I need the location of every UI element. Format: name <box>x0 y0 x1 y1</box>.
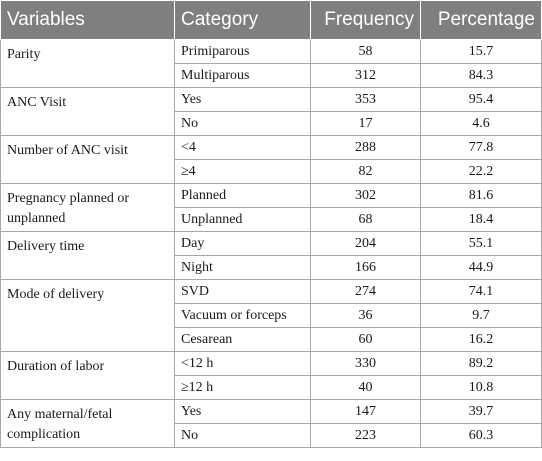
variable-cell: Number of ANC visit <box>0 135 175 184</box>
frequency-cell: 40 <box>310 375 421 400</box>
category-cell: Day <box>174 231 311 256</box>
frequency-cell: 60 <box>310 327 421 352</box>
frequency-cell: 68 <box>310 207 421 232</box>
table-row: ≥12 h 40 10.8 <box>1 375 542 400</box>
frequency-cell: 17 <box>310 111 421 136</box>
percentage-cell: 81.6 <box>420 183 542 208</box>
percentage-cell: 18.4 <box>420 207 542 232</box>
percentage-cell: 39.7 <box>420 399 542 424</box>
table-row: Duration of labor <12 h 330 89.2 <box>0 351 542 400</box>
category-cell: Multiparous <box>174 63 311 88</box>
frequency-cell: 36 <box>310 303 421 328</box>
variable-cell: Pregnancy planned or unplanned <box>0 183 175 232</box>
percentage-cell: 22.2 <box>420 159 542 184</box>
category-cell: Vacuum or forceps <box>174 303 311 328</box>
category-cell: Unplanned <box>174 207 311 232</box>
table-row: Vacuum or forceps 36 9.7 <box>1 303 542 328</box>
table-row: No 17 4.6 <box>1 111 542 136</box>
table-row: Number of ANC visit <4 288 77.8 <box>0 135 542 184</box>
percentage-cell: 16.2 <box>420 327 542 352</box>
table-row: Delivery time Day 204 55.1 <box>0 231 542 280</box>
percentage-cell: 44.9 <box>420 255 542 280</box>
table-row: Parity Primiparous 58 15.7 <box>0 39 542 88</box>
percentage-cell: 9.7 <box>420 303 542 328</box>
header-variables: Variables <box>0 0 175 40</box>
frequency-cell: 353 <box>310 87 421 112</box>
category-cell: No <box>174 111 311 136</box>
frequency-cell: 312 <box>310 63 421 88</box>
header-category: Category <box>174 0 311 40</box>
percentage-cell: 74.1 <box>420 279 542 304</box>
category-cell: Primiparous <box>174 39 311 64</box>
variable-cell: Parity <box>0 39 175 88</box>
table-row: Any maternal/fetal complication Yes 147 39.… <box>0 399 542 448</box>
table-row: Pregnancy planned or unplanned Planned 302… <box>0 183 542 232</box>
table-row: ≥4 82 22.2 <box>1 159 542 184</box>
frequency-cell: 58 <box>310 39 421 64</box>
table-row: Multiparous 312 84.3 <box>1 63 542 88</box>
category-cell: <12 h <box>174 351 311 376</box>
variable-cell: ANC Visit <box>0 87 175 136</box>
data-table: Variables Category Frequency Percentage … <box>0 0 542 448</box>
category-cell: ≥4 <box>174 159 311 184</box>
frequency-cell: 82 <box>310 159 421 184</box>
category-cell: Yes <box>174 399 311 424</box>
category-cell: Night <box>174 255 311 280</box>
percentage-cell: 89.2 <box>420 351 542 376</box>
table-row: Night 166 44.9 <box>1 255 542 280</box>
header-frequency: Frequency <box>310 0 421 40</box>
percentage-cell: 95.4 <box>420 87 542 112</box>
percentage-cell: 77.8 <box>420 135 542 160</box>
category-cell: Planned <box>174 183 311 208</box>
category-cell: No <box>174 423 311 448</box>
frequency-cell: 147 <box>310 399 421 424</box>
table-row: Mode of delivery SVD 274 74.1 <box>0 279 542 352</box>
frequency-cell: 166 <box>310 255 421 280</box>
variable-cell: Any maternal/fetal complication <box>0 399 175 448</box>
table-body: Parity Primiparous 58 15.7 Multiparous 312 84.… <box>0 39 542 448</box>
table-row: Unplanned 68 18.4 <box>1 207 542 232</box>
category-cell: Cesarean <box>174 327 311 352</box>
percentage-cell: 60.3 <box>420 423 542 448</box>
table-header: Variables Category Frequency Percentage <box>0 0 542 40</box>
table-row: No 223 60.3 <box>1 423 542 448</box>
frequency-cell: 330 <box>310 351 421 376</box>
table-row: Cesarean 60 16.2 <box>1 327 542 352</box>
variable-cell: Mode of delivery <box>0 279 175 352</box>
frequency-cell: 302 <box>310 183 421 208</box>
percentage-cell: 4.6 <box>420 111 542 136</box>
category-cell: SVD <box>174 279 311 304</box>
percentage-cell: 55.1 <box>420 231 542 256</box>
variable-cell: Delivery time <box>0 231 175 280</box>
frequency-cell: 204 <box>310 231 421 256</box>
category-cell: ≥12 h <box>174 375 311 400</box>
variable-cell: Duration of labor <box>0 351 175 400</box>
frequency-cell: 288 <box>310 135 421 160</box>
category-cell: <4 <box>174 135 311 160</box>
frequency-cell: 274 <box>310 279 421 304</box>
percentage-cell: 10.8 <box>420 375 542 400</box>
table-row: ANC Visit Yes 353 95.4 <box>0 87 542 136</box>
percentage-cell: 15.7 <box>420 39 542 64</box>
header-percentage: Percentage <box>420 0 542 40</box>
frequency-cell: 223 <box>310 423 421 448</box>
percentage-cell: 84.3 <box>420 63 542 88</box>
header-row: Variables Category Frequency Percentage <box>0 0 542 40</box>
category-cell: Yes <box>174 87 311 112</box>
